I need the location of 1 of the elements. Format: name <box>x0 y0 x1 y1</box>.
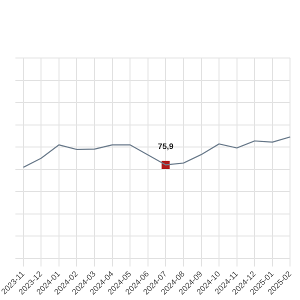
annotation: 75,9 <box>158 142 174 152</box>
